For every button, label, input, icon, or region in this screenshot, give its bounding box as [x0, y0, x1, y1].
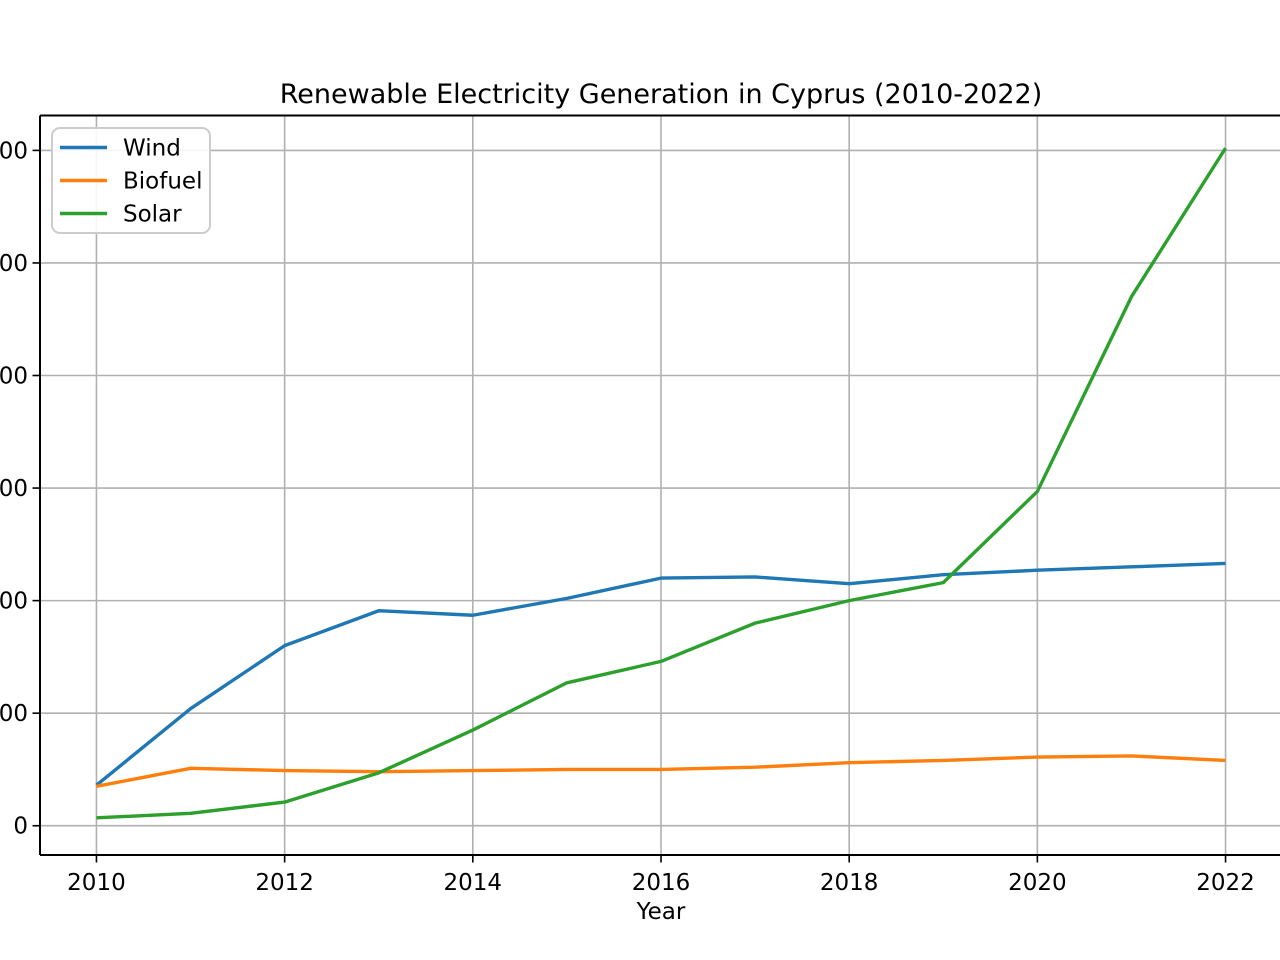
tick-layer: 2010 2012 2014 2016 2018 2020 2022 0 100 200 300 40… — [0, 138, 1255, 896]
grid-layer — [40, 115, 1280, 855]
y-tick-label: 200 — [0, 589, 28, 615]
legend-box — [51, 127, 211, 234]
y-tick-label: 500 — [0, 251, 28, 277]
y-tick-label: 100 — [0, 701, 28, 727]
chart-title: Renewable Electricity Generation in Cypr… — [280, 79, 1043, 110]
y-tick-label: 0 — [13, 814, 28, 840]
x-tick-label: 2018 — [820, 870, 879, 896]
legend-label-biofuel: Biofuel — [123, 169, 202, 195]
x-tick-label: 2020 — [1008, 870, 1067, 896]
series-line-biofuel — [96, 754, 1226, 789]
y-tick-label: 400 — [0, 364, 28, 390]
x-axis-label: Year — [636, 899, 686, 925]
legend-label-wind: Wind — [123, 136, 181, 162]
x-tick-label: 2010 — [67, 870, 126, 896]
x-tick-label: 2014 — [444, 870, 503, 896]
series-line-solar — [96, 147, 1227, 820]
axes-spines — [39, 114, 1280, 856]
series-line-wind — [95, 561, 1226, 787]
legend-label-solar: Solar — [123, 202, 182, 228]
x-tick-label: 2022 — [1196, 870, 1255, 896]
x-tick-label: 2012 — [255, 870, 314, 896]
x-tick-label: 2016 — [632, 870, 691, 896]
y-tick-label: 600 — [0, 138, 28, 164]
y-tick-label: 300 — [0, 476, 28, 502]
legend: Wind Biofuel Solar — [51, 127, 211, 234]
series-layer — [95, 147, 1227, 820]
